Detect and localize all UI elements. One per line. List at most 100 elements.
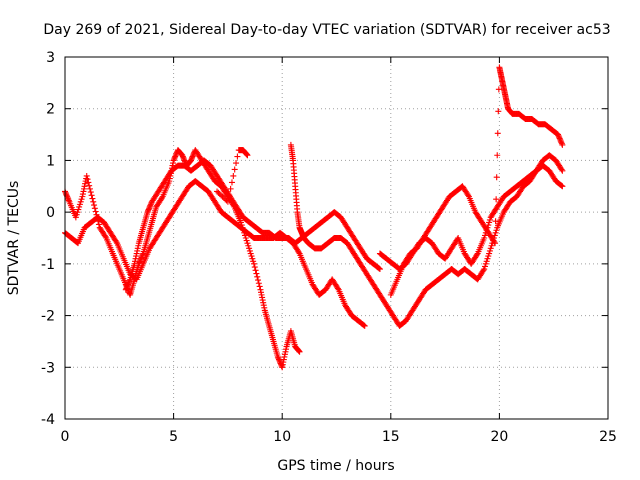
plot-frame [64,56,609,420]
x-axis-label: GPS time / hours [277,458,394,474]
data-point [243,237,250,244]
data-point [224,198,231,205]
data-point [482,260,489,267]
data-point [486,250,493,257]
data-point [233,160,240,167]
x-tick-label: 15 [382,429,400,445]
data-point [250,258,257,265]
data-point [78,196,85,203]
data-point [73,211,80,218]
data-point [486,216,493,223]
data-point [334,285,341,292]
data-point [231,166,238,173]
data-point [492,229,499,236]
data-point [251,264,258,271]
data-point [222,196,229,203]
data-point [486,219,493,226]
points-layer [62,64,566,371]
data-point [482,232,489,239]
y-tick-label: 2 [46,102,55,118]
data-point [214,188,221,195]
data-point [255,280,262,287]
data-point [91,202,98,209]
data-point [237,219,244,226]
data-point [113,238,120,245]
data-point [102,233,109,240]
data-point [86,185,93,192]
data-point [76,203,83,210]
data-point [234,153,241,160]
data-point [494,152,501,159]
data-point [88,192,95,199]
data-point [91,205,98,212]
data-point [230,172,237,179]
y-axis-label: SDTVAR / TECUs [6,181,22,296]
data-point [220,194,227,201]
data-point [245,242,252,249]
data-point [227,185,234,192]
data-point [495,108,502,115]
data-point [486,247,493,254]
data-point [76,201,83,208]
data-point [465,192,472,199]
data-point [493,196,500,203]
data-point [86,182,93,189]
y-tick-label: -3 [41,360,55,376]
x-tick-label: 5 [169,429,178,445]
data-point [89,195,96,202]
data-point [493,174,500,181]
x-tick-label: 25 [599,429,617,445]
series-track-2 [62,178,368,329]
data-point [481,235,488,241]
data-point [256,283,263,290]
y-tick-label: 3 [46,50,55,66]
data-point [485,253,492,260]
data-point [360,322,367,329]
data-point [250,260,257,267]
data-point [255,277,262,284]
y-tick-label: -2 [41,309,55,325]
data-point [491,238,498,245]
data-point [85,179,92,186]
series-track-6 [387,64,566,298]
data-point [296,348,303,355]
data-point [242,235,249,241]
data-point [295,249,302,256]
data-point [223,197,230,204]
data-point [226,192,233,199]
data-point [483,258,490,265]
data-point [473,251,480,258]
data-point [218,192,225,199]
data-point [83,172,90,179]
data-point [376,265,383,272]
data-point [493,227,500,234]
data-point [361,322,368,329]
data-point [95,221,102,228]
data-point [254,273,261,280]
data-point [84,176,91,183]
data-point [559,141,566,148]
data-point [228,179,235,186]
data-point [481,266,488,273]
ticks-layer: 0 5 10 15 20 25 -4 -3 -2 -1 0 1 2 3 [41,50,617,445]
data-point [74,209,81,216]
data-point [215,189,222,196]
data-point [216,191,223,198]
data-point [376,266,383,273]
data-point [244,240,251,247]
data-point [92,208,99,215]
data-point [482,263,489,270]
chart-title: Day 269 of 2021, Sidereal Day-to-day VTE… [43,22,610,38]
data-point [252,267,259,274]
data-point [246,245,253,252]
series-track-4 [287,141,566,329]
data-point [558,166,565,173]
data-point [558,182,565,189]
y-tick-label: 1 [46,153,55,169]
y-tick-label: 0 [46,205,55,221]
data-point [253,270,260,277]
data-point [246,247,253,254]
data-point [249,255,256,262]
data-point [77,198,84,205]
